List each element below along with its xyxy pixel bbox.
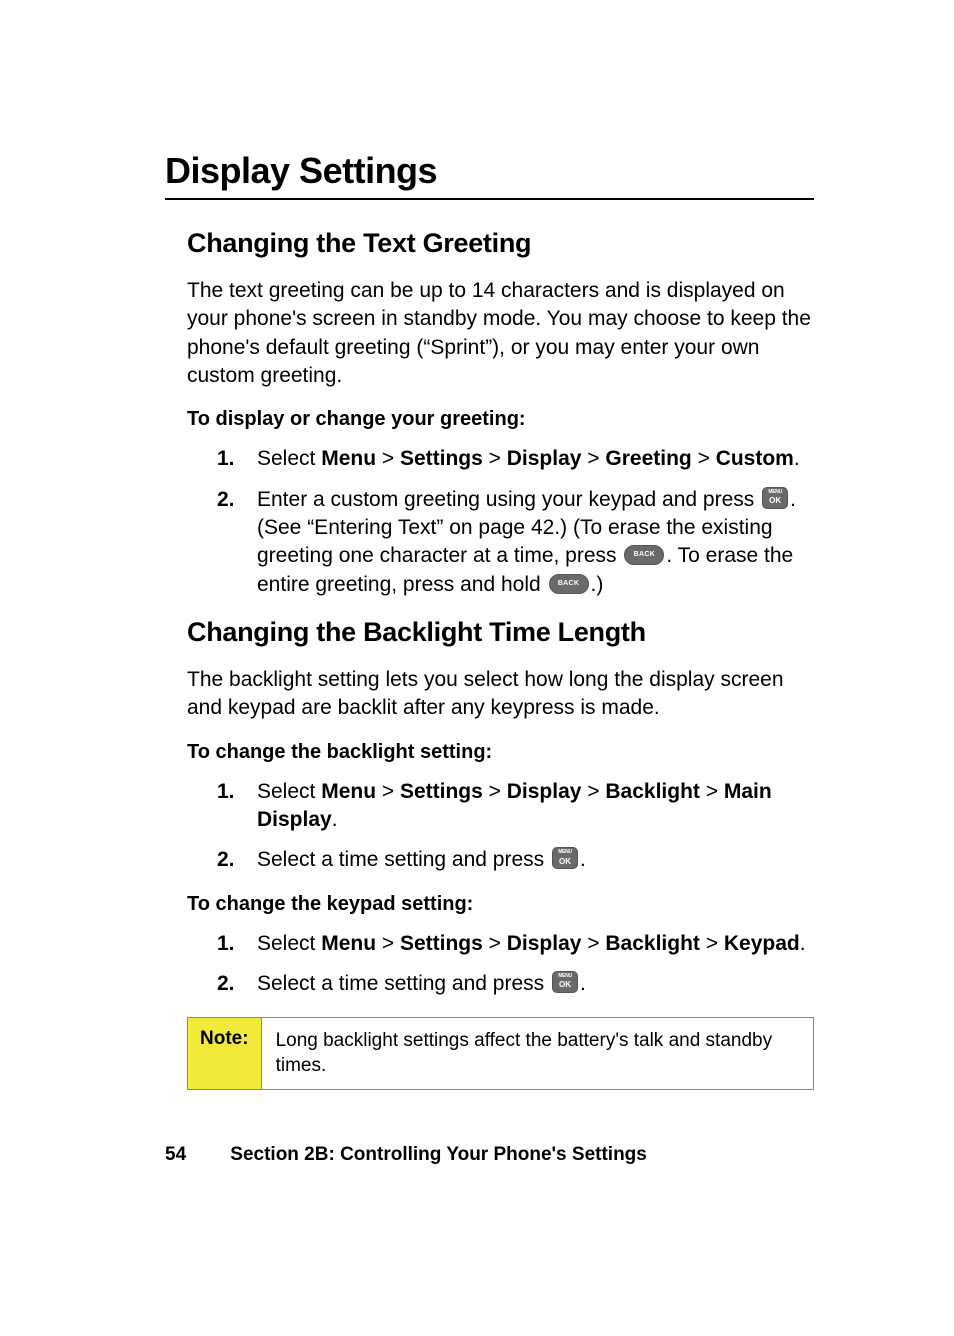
step-list: 1. Select Menu > Settings > Display > Ba… <box>187 778 814 875</box>
title-underline <box>165 198 814 200</box>
step-item: 2. Select a time setting and press . <box>217 846 814 874</box>
menu-ok-icon <box>762 487 788 509</box>
back-icon <box>624 545 664 565</box>
step-text: Select a time setting and press . <box>257 972 586 995</box>
step-text: Select Menu > Settings > Display > Backl… <box>257 932 806 955</box>
step-number: 2. <box>217 846 235 874</box>
step-item: 1. Select Menu > Settings > Display > Gr… <box>217 445 814 473</box>
page-number: 54 <box>165 1144 225 1166</box>
step-number: 1. <box>217 445 235 473</box>
note-box: Note: Long backlight settings affect the… <box>187 1017 814 1090</box>
step-number: 1. <box>217 778 235 806</box>
step-text: Enter a custom greeting using your keypa… <box>257 488 796 596</box>
step-text: Select Menu > Settings > Display > Backl… <box>257 780 772 831</box>
note-text: Long backlight settings affect the batte… <box>262 1018 813 1089</box>
subheading: Changing the Text Greeting <box>187 228 814 259</box>
lead-paragraph: To change the keypad setting: <box>187 893 814 916</box>
menu-ok-icon <box>552 971 578 993</box>
step-number: 2. <box>217 970 235 998</box>
note-label: Note: <box>188 1018 262 1089</box>
page-footer: 54 Section 2B: Controlling Your Phone's … <box>165 1144 647 1166</box>
step-number: 2. <box>217 486 235 514</box>
step-item: 2. Enter a custom greeting using your ke… <box>217 486 814 599</box>
step-item: 1. Select Menu > Settings > Display > Ba… <box>217 930 814 958</box>
page: Display Settings Changing the Text Greet… <box>0 0 954 1336</box>
footer-section-label: Section 2B: Controlling Your Phone's Set… <box>230 1144 647 1165</box>
intro-paragraph: The text greeting can be up to 14 charac… <box>187 277 814 390</box>
lead-paragraph: To change the backlight setting: <box>187 741 814 764</box>
step-list: 1. Select Menu > Settings > Display > Ba… <box>187 930 814 999</box>
subheading: Changing the Backlight Time Length <box>187 617 814 648</box>
page-title: Display Settings <box>165 150 814 192</box>
step-list: 1. Select Menu > Settings > Display > Gr… <box>187 445 814 599</box>
step-text: Select a time setting and press . <box>257 848 586 871</box>
back-icon <box>549 574 589 594</box>
intro-paragraph: The backlight setting lets you select ho… <box>187 666 814 723</box>
section-text-greeting: Changing the Text Greeting The text gree… <box>165 228 814 1090</box>
menu-ok-icon <box>552 847 578 869</box>
step-text: Select Menu > Settings > Display > Greet… <box>257 447 800 470</box>
step-item: 1. Select Menu > Settings > Display > Ba… <box>217 778 814 835</box>
step-item: 2. Select a time setting and press . <box>217 970 814 998</box>
step-number: 1. <box>217 930 235 958</box>
lead-paragraph: To display or change your greeting: <box>187 408 814 431</box>
